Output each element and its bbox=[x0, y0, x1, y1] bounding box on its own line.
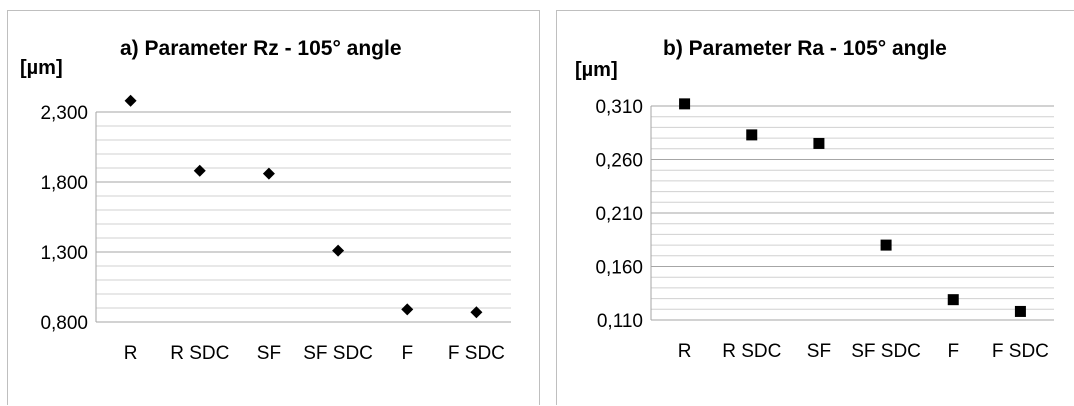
x-tick-label: F SDC bbox=[448, 343, 505, 364]
y-tick-label: 0,160 bbox=[595, 258, 643, 279]
data-point-square bbox=[813, 137, 825, 149]
y-tick-label: 0,210 bbox=[595, 204, 643, 225]
x-tick-label: R bbox=[124, 343, 138, 364]
x-tick-label: R SDC bbox=[170, 343, 229, 364]
y-axis-unit: [µm] bbox=[575, 59, 618, 81]
x-tick-label: F bbox=[401, 343, 413, 364]
y-tick-label: 0,800 bbox=[40, 313, 88, 334]
x-tick-label: SF SDC bbox=[303, 343, 373, 364]
data-point-square bbox=[746, 129, 758, 141]
data-point-square bbox=[947, 294, 959, 306]
y-tick-label: 1,300 bbox=[40, 243, 88, 264]
data-point-diamond bbox=[332, 244, 345, 257]
y-axis-unit: [µm] bbox=[20, 57, 63, 79]
y-tick-label: 1,800 bbox=[40, 173, 88, 194]
y-tick-label: 2,300 bbox=[40, 103, 88, 124]
x-tick-label: SF bbox=[257, 343, 281, 364]
data-point-square bbox=[1014, 305, 1026, 317]
chart-panel-ra: 0,110 0,160 0,210 0,260 0,310 R R SDC SF SF SDC F… bbox=[556, 10, 1074, 405]
x-tick-label: SF bbox=[807, 341, 831, 362]
chart-rz-svg: 0,800 1,300 1,800 2,300 R R SDC SF SF SDC F F SDC bbox=[40, 94, 511, 364]
data-point-diamond bbox=[262, 167, 275, 180]
data-point-diamond bbox=[401, 303, 414, 316]
y-tick-label: 0,110 bbox=[597, 311, 643, 332]
x-tick-label: F bbox=[947, 341, 959, 362]
x-tick-label: F SDC bbox=[992, 341, 1049, 362]
chart-title: a) Parameter Rz - 105° angle bbox=[120, 37, 402, 60]
chart-panel-rz: 0,800 1,300 1,800 2,300 R R SDC SF SF SDC F F SDC… bbox=[7, 10, 540, 405]
data-point-square bbox=[880, 239, 892, 251]
chart-ra-svg: 0,110 0,160 0,210 0,260 0,310 R R SDC SF SF SDC F… bbox=[595, 97, 1054, 362]
x-tick-label: R bbox=[678, 341, 692, 362]
y-tick-label: 0,260 bbox=[595, 151, 643, 172]
x-tick-label: R SDC bbox=[722, 341, 781, 362]
data-point-diamond bbox=[124, 94, 137, 107]
chart-title: b) Parameter Ra - 105° angle bbox=[663, 37, 947, 60]
data-point-diamond bbox=[193, 164, 206, 177]
y-tick-label: 0,310 bbox=[595, 97, 643, 118]
data-point-square bbox=[679, 98, 691, 110]
data-point-diamond bbox=[470, 306, 483, 319]
x-tick-label: SF SDC bbox=[851, 341, 921, 362]
